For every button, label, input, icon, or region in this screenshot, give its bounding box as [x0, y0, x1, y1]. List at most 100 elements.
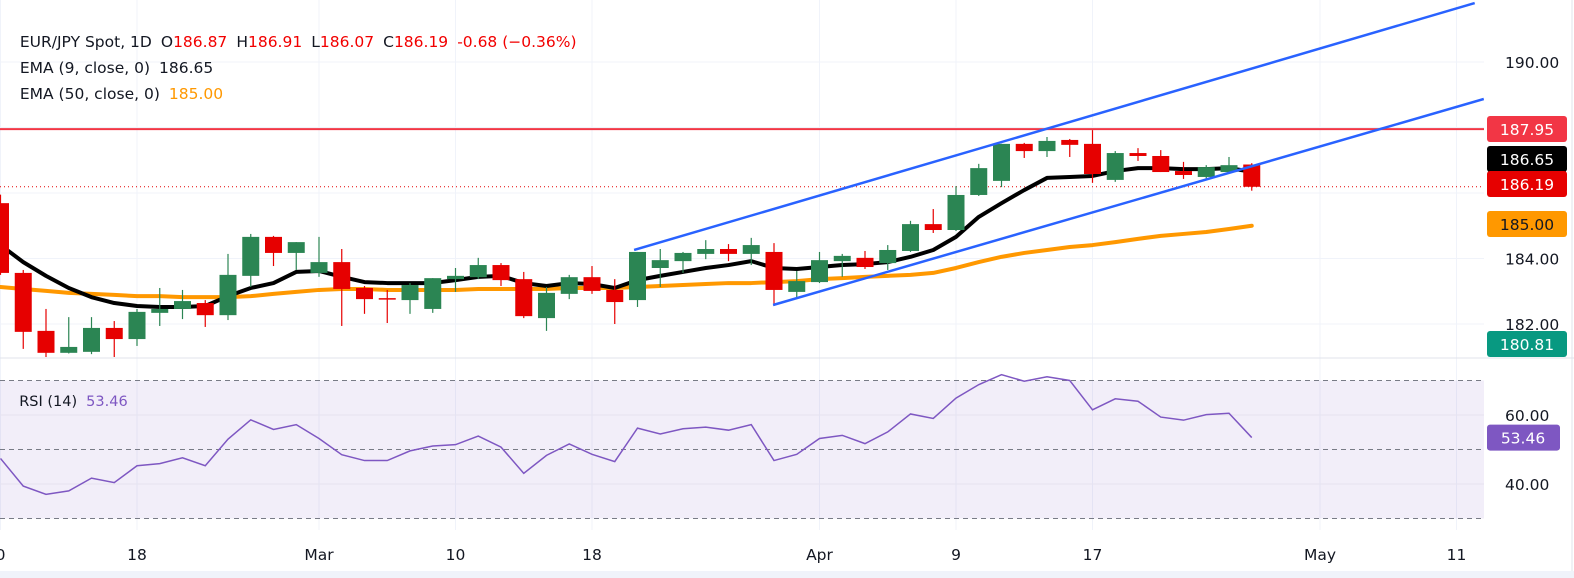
- candle-down[interactable]: [1152, 155, 1170, 173]
- candle-up[interactable]: [993, 143, 1010, 181]
- candle-up[interactable]: [287, 242, 305, 253]
- price-axis-label: 190.00: [1505, 54, 1559, 72]
- time-axis-label: 9: [951, 546, 961, 564]
- low-badge: 180.81: [1500, 336, 1554, 354]
- high-value: 186.91: [247, 33, 303, 51]
- ema9-badge: 186.65: [1500, 151, 1554, 169]
- candle-up[interactable]: [811, 260, 828, 283]
- candle-up[interactable]: [1197, 167, 1215, 177]
- candle-down[interactable]: [356, 287, 373, 300]
- resistance-badge-bg: [1487, 116, 1567, 142]
- candle-up[interactable]: [629, 251, 646, 301]
- candle-down[interactable]: [1129, 153, 1147, 156]
- candle-up[interactable]: [83, 327, 100, 352]
- candle-down[interactable]: [105, 327, 123, 340]
- change-value: -0.68 (−0.36%): [457, 33, 577, 51]
- candle-up[interactable]: [310, 262, 328, 273]
- candle-up[interactable]: [469, 265, 487, 278]
- ema9-legend[interactable]: EMA (9, close, 0) 186.65: [10, 38, 213, 78]
- time-axis-label: 0: [0, 546, 5, 564]
- candle-down[interactable]: [606, 289, 624, 303]
- time-axis-label: 18: [127, 546, 147, 564]
- candle-down[interactable]: [1015, 143, 1033, 152]
- candle-down[interactable]: [492, 265, 510, 281]
- time-axis-label: Apr: [806, 546, 833, 564]
- rsi-value: 53.46: [86, 394, 128, 410]
- candle-up[interactable]: [560, 277, 578, 294]
- candle-up[interactable]: [424, 278, 442, 309]
- candle-up[interactable]: [742, 245, 760, 254]
- time-axis-label: 11: [1447, 546, 1467, 564]
- candle-up[interactable]: [947, 194, 965, 231]
- candle-up[interactable]: [242, 236, 260, 276]
- candle-down[interactable]: [14, 272, 32, 332]
- candle-down[interactable]: [583, 277, 601, 291]
- candle-down[interactable]: [856, 257, 874, 268]
- ema50-badge-bg: [1487, 211, 1567, 237]
- candle-up[interactable]: [902, 224, 919, 251]
- candle-down[interactable]: [720, 249, 737, 254]
- candle-up[interactable]: [697, 249, 715, 254]
- candle-up[interactable]: [60, 346, 78, 353]
- candle-up[interactable]: [1220, 165, 1238, 173]
- candle-down[interactable]: [37, 330, 55, 353]
- high-label: H: [236, 33, 248, 51]
- candle-up[interactable]: [447, 275, 464, 280]
- candle-down[interactable]: [765, 251, 783, 290]
- bottom-bar: [0, 571, 1574, 578]
- candle-down[interactable]: [0, 203, 9, 273]
- close-label: C: [383, 33, 394, 51]
- ema50-line[interactable]: [0, 223, 1254, 300]
- rsi-badge: 53.46: [1501, 430, 1545, 448]
- candle-down[interactable]: [196, 303, 214, 316]
- candle-down[interactable]: [515, 279, 533, 317]
- candle-down[interactable]: [1175, 171, 1192, 175]
- candle-down[interactable]: [265, 236, 282, 253]
- price-axis-label: 182.00: [1505, 316, 1559, 334]
- candle-down[interactable]: [1061, 139, 1079, 145]
- candle-up[interactable]: [401, 285, 419, 301]
- candle-up[interactable]: [833, 255, 851, 262]
- close-value: 186.19: [393, 33, 449, 51]
- candle-up[interactable]: [674, 252, 692, 262]
- rsi-line[interactable]: [0, 373, 1253, 496]
- channel-upper-line[interactable]: [633, 1, 1476, 252]
- candle-up[interactable]: [219, 274, 237, 316]
- candle-down[interactable]: [333, 262, 351, 289]
- time-axis-label: 10: [446, 546, 466, 564]
- candle-up[interactable]: [1038, 140, 1056, 152]
- rsi-legend[interactable]: RSI (14) 53.46: [10, 372, 128, 412]
- open-label: O: [160, 33, 174, 51]
- symbol-title[interactable]: EUR/JPY Spot, 1D: [19, 33, 152, 51]
- candle-up[interactable]: [651, 260, 669, 268]
- ema9-badge-bg: [1487, 146, 1567, 172]
- candle-up[interactable]: [174, 301, 191, 309]
- candle-up[interactable]: [970, 168, 988, 195]
- candle-down[interactable]: [378, 298, 396, 300]
- ema50-legend[interactable]: EMA (50, close, 0) 185.00: [10, 64, 223, 104]
- candle-up[interactable]: [128, 311, 146, 340]
- rsi-badge-bg: [1487, 424, 1560, 451]
- candle-up[interactable]: [1106, 153, 1124, 180]
- last-price-badge: 186.19: [1500, 176, 1554, 194]
- candle-down[interactable]: [1084, 143, 1101, 175]
- ema50-badge: 185.00: [1500, 216, 1554, 234]
- ema9-line[interactable]: [0, 166, 1254, 309]
- ema9-label: EMA (9, close, 0): [19, 59, 151, 77]
- rsi-axis-label: 40.00: [1505, 476, 1549, 494]
- low-label: L: [311, 33, 320, 51]
- candle-up[interactable]: [879, 249, 897, 264]
- channel-lower-line[interactable]: [772, 97, 1484, 307]
- ema9-value: 186.65: [159, 59, 214, 77]
- time-axis-label: 18: [582, 546, 602, 564]
- candle-up[interactable]: [538, 292, 555, 319]
- candle-down[interactable]: [924, 224, 942, 231]
- time-axis-label: Mar: [304, 546, 334, 564]
- resistance-badge: 187.95: [1500, 121, 1554, 139]
- candle-down[interactable]: [1243, 164, 1261, 187]
- low-value: 186.07: [319, 33, 375, 51]
- rsi-label: RSI (14): [19, 394, 78, 410]
- candle-up[interactable]: [151, 308, 169, 313]
- candle-up[interactable]: [788, 281, 806, 292]
